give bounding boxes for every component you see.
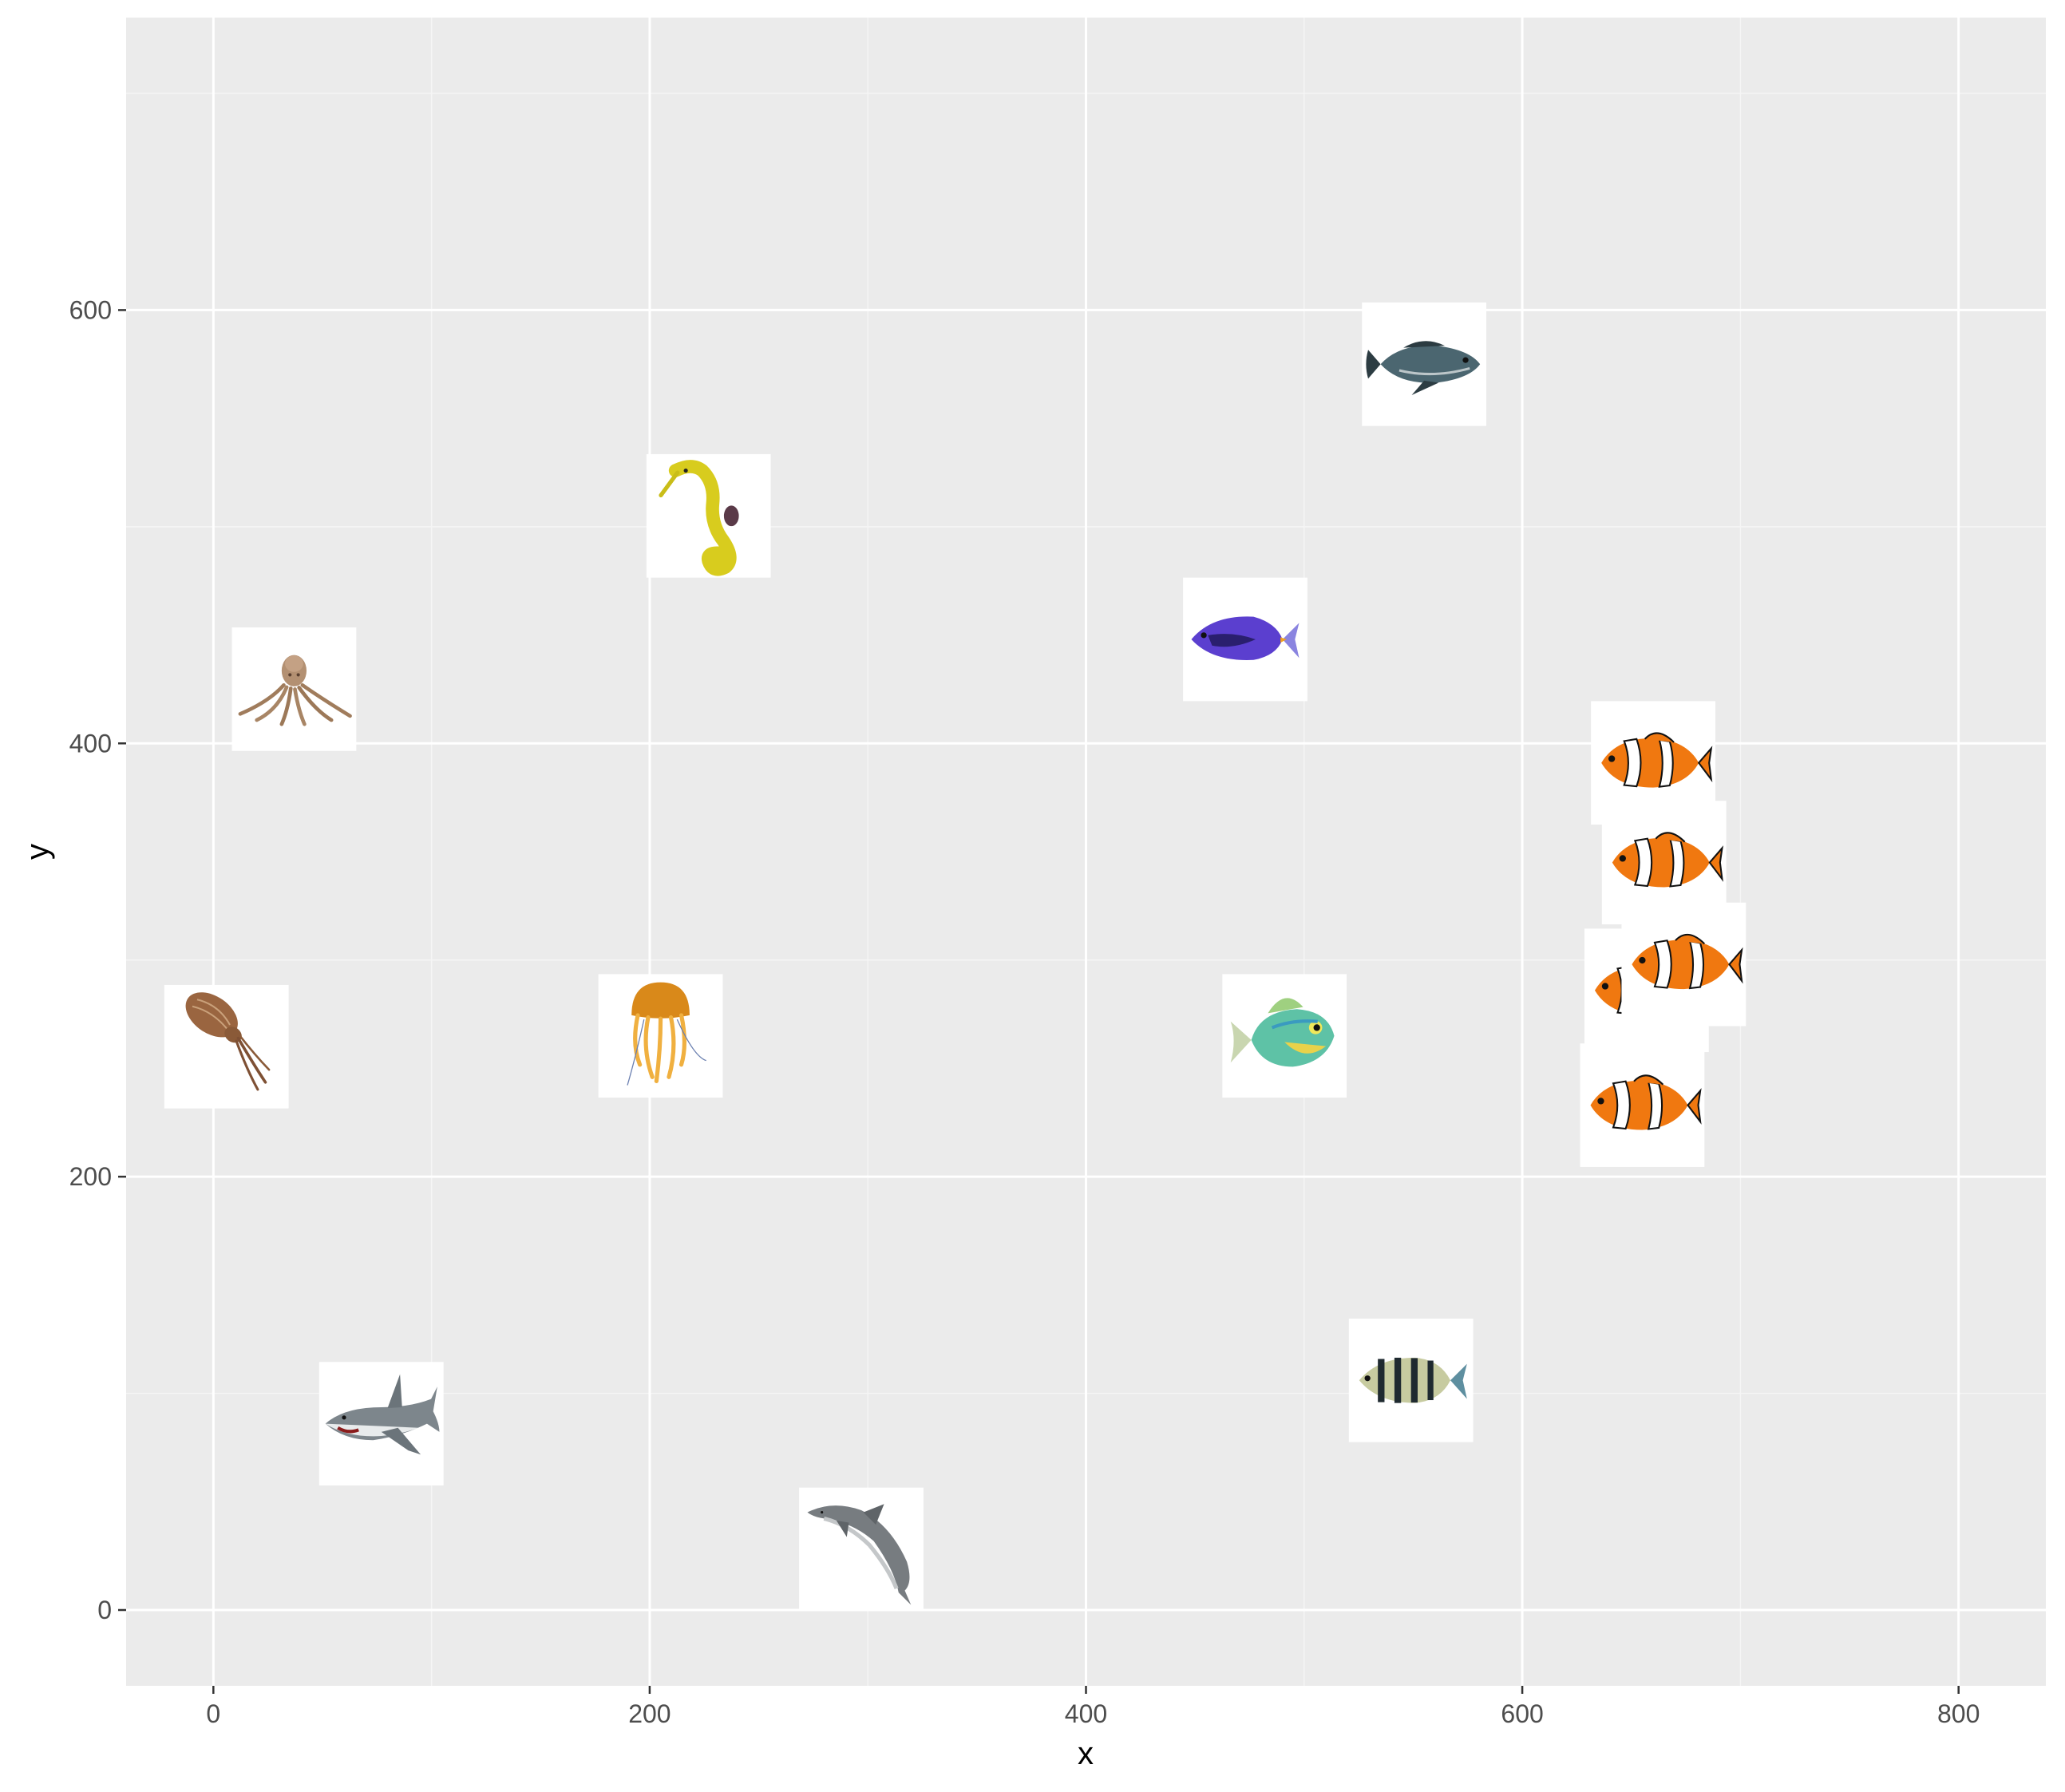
clownfish-image bbox=[1590, 1074, 1702, 1130]
blue-tang-marker bbox=[1183, 577, 1307, 702]
x-tick-label: 600 bbox=[1501, 1699, 1543, 1728]
x-axis: 0 200 400 600 800 bbox=[206, 1686, 1980, 1728]
x-tick-label: 200 bbox=[628, 1699, 671, 1728]
bluegill-image bbox=[1230, 998, 1335, 1067]
jellyfish-image bbox=[627, 982, 706, 1086]
points-layer bbox=[164, 302, 1747, 1612]
y-tick-label: 200 bbox=[69, 1162, 112, 1191]
blue-tang-image bbox=[1191, 616, 1300, 661]
seahorse-image bbox=[659, 460, 739, 576]
bluegill-marker bbox=[1222, 974, 1347, 1098]
sergeant-major-marker bbox=[1348, 1318, 1474, 1442]
clownfish-image bbox=[1632, 933, 1743, 990]
x-axis-title: x bbox=[1078, 1736, 1094, 1771]
dolphin-marker bbox=[799, 1487, 924, 1612]
jellyfish-marker bbox=[598, 974, 723, 1098]
x-tick-label: 800 bbox=[1937, 1699, 1980, 1728]
clownfish-image bbox=[1601, 732, 1713, 788]
sergeant-major-image bbox=[1359, 1357, 1467, 1403]
y-tick-label: 0 bbox=[97, 1596, 112, 1624]
cuttlefish-marker bbox=[164, 984, 289, 1109]
dolphin-image bbox=[807, 1504, 912, 1605]
shark-marker bbox=[318, 1362, 444, 1485]
y-axis-title: y bbox=[20, 844, 55, 860]
clownfish-image bbox=[1612, 832, 1723, 888]
grouper-image bbox=[1366, 341, 1481, 395]
x-tick-label: 0 bbox=[206, 1699, 220, 1728]
y-tick-label: 600 bbox=[69, 295, 112, 324]
octopus-marker bbox=[231, 627, 357, 751]
octopus-image bbox=[238, 655, 352, 726]
shark-image bbox=[325, 1374, 440, 1455]
seahorse-marker bbox=[646, 453, 771, 578]
x-tick-label: 400 bbox=[1065, 1699, 1107, 1728]
major-grid bbox=[126, 18, 2046, 1686]
cuttlefish-image bbox=[185, 992, 271, 1091]
grouper-marker bbox=[1362, 302, 1486, 426]
y-tick-label: 400 bbox=[69, 729, 112, 758]
clownfish-marker bbox=[1621, 902, 1747, 1027]
clownfish-marker bbox=[1580, 1043, 1705, 1167]
y-axis: 0 200 400 600 bbox=[69, 295, 126, 1624]
